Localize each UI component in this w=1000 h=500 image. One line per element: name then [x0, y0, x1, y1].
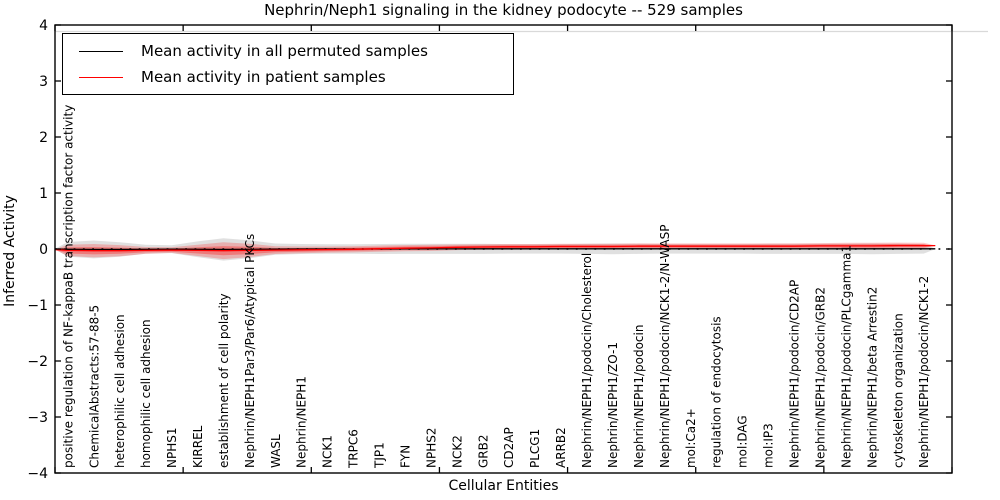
x-tick-label: NPHS1 [165, 428, 179, 469]
x-tick-label: Nephrin/NEPH1/podocin/NCK1-2 [917, 276, 931, 468]
y-tick-label: 0 [39, 242, 48, 258]
legend-label: Mean activity in patient samples [141, 68, 386, 86]
chart-title: Nephrin/Neph1 signaling in the kidney po… [264, 1, 743, 19]
x-tick-label: Nephrin/NEPH1/podocin/NCK1-2/N-WASP [658, 225, 672, 468]
y-axis-label: Inferred Activity [2, 195, 18, 307]
x-tick-label: Nephrin/NEPH1/beta Arrestin2 [865, 287, 879, 468]
y-tick-label: 2 [39, 130, 48, 146]
x-tick-label: ChemicalAbstracts:57-88-5 [87, 305, 101, 468]
x-tick-label: Nephrin/NEPH1/podocin/CD2AP [788, 280, 802, 468]
x-tick-label: Nephrin/NEPH1/ZO-1 [606, 342, 620, 468]
x-tick-label: homophilic cell adhesion [139, 319, 153, 468]
y-tick-label: −2 [27, 354, 48, 370]
x-tick-label: GRB2 [476, 434, 490, 468]
y-tick-label: −1 [27, 298, 48, 314]
x-tick-label: NCK2 [450, 435, 464, 468]
x-tick-label: heterophilic cell adhesion [113, 314, 127, 468]
y-tick-label: 1 [39, 186, 48, 202]
x-tick-label: positive regulation of NF-kappaB transcr… [61, 105, 75, 468]
x-tick-label: NPHS2 [424, 428, 438, 469]
x-tick-label: Nephrin/NEPH1 [295, 376, 309, 468]
legend-line-swatch [79, 50, 123, 52]
x-tick-label: PLCG1 [528, 429, 542, 468]
legend-line-swatch [79, 76, 123, 78]
x-tick-label: cytoskeleton organization [891, 313, 905, 468]
legend: Mean activity in all permuted samples Mea… [62, 33, 514, 95]
x-tick-label: mol:DAG [736, 415, 750, 468]
x-tick-label: KIRREL [191, 425, 205, 468]
x-tick-label: mol:Ca2+ [684, 408, 698, 468]
x-tick-label: FYN [398, 445, 412, 468]
x-tick-label: establishment of cell polarity [217, 293, 231, 468]
y-tick-label: −4 [27, 466, 48, 482]
y-tick-label: 3 [39, 74, 48, 90]
x-tick-label: Nephrin/NEPH1Par3/Par6/Atypical PKCs [243, 234, 257, 468]
y-tick-label: 4 [39, 18, 48, 34]
x-tick-label: Nephrin/NEPH1/podocin/Cholesterol [580, 253, 594, 468]
x-tick-label: regulation of endocytosis [710, 316, 724, 468]
x-tick-label: TJP1 [373, 442, 387, 469]
x-tick-label: Nephrin/NEPH1/podocin [632, 325, 646, 468]
x-tick-label: CD2AP [502, 427, 516, 468]
x-tick-label: ARRB2 [554, 427, 568, 468]
x-axis-label: Cellular Entities [448, 478, 559, 494]
x-tick-label: NCK1 [321, 435, 335, 468]
legend-label: Mean activity in all permuted samples [141, 42, 428, 60]
x-tick-label: mol:IP3 [762, 423, 776, 468]
x-tick-label: WASL [269, 434, 283, 468]
x-tick-label: Nephrin/NEPH1/podocin/GRB2 [813, 287, 827, 468]
legend-item: Mean activity in all permuted samples [79, 42, 513, 60]
legend-item: Mean activity in patient samples [79, 68, 513, 86]
patient-mean-line [54, 244, 936, 252]
x-tick-label: Nephrin/NEPH1/podocin/PLCgamma1 [839, 245, 853, 468]
x-tick-label: TRPC6 [347, 429, 361, 469]
y-tick-label: −3 [27, 410, 48, 426]
permuted-mean-line [54, 248, 936, 251]
